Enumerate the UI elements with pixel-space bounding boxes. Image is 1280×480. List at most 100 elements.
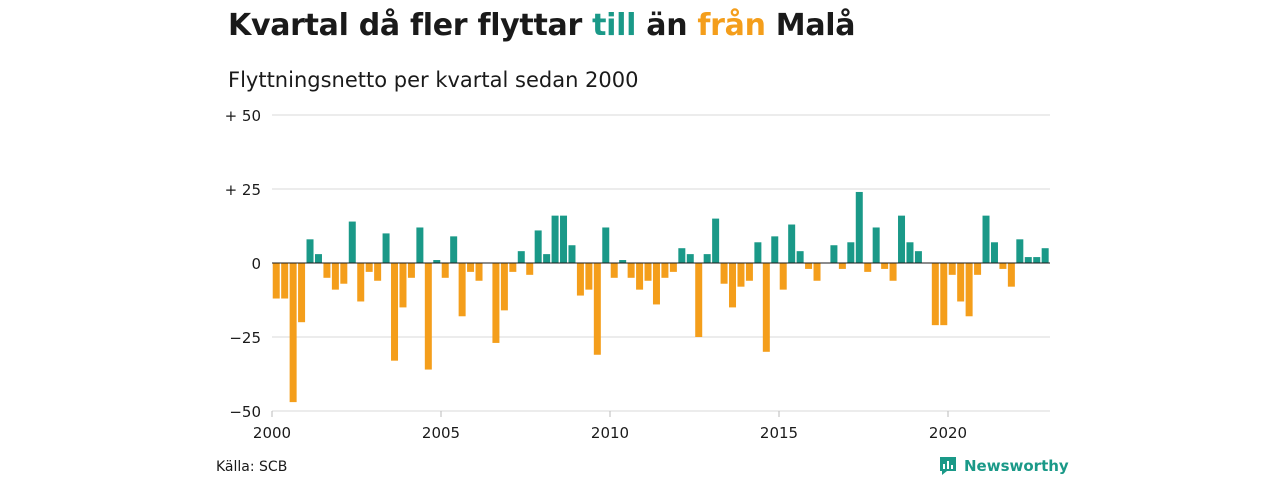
bar xyxy=(509,263,517,272)
bar xyxy=(619,260,627,263)
bar xyxy=(889,263,897,281)
bar xyxy=(737,263,745,287)
y-tick-label: −50 xyxy=(229,403,261,421)
bar xyxy=(357,263,365,302)
bar xyxy=(982,215,990,263)
bar xyxy=(965,263,973,317)
bar xyxy=(441,263,449,278)
bar xyxy=(762,263,770,352)
bar xyxy=(906,242,914,263)
bar xyxy=(602,227,610,263)
bar xyxy=(475,263,483,281)
bar xyxy=(576,263,584,296)
bar xyxy=(1033,257,1041,263)
bar xyxy=(779,263,787,290)
bar xyxy=(652,263,660,305)
bar xyxy=(374,263,382,281)
bar xyxy=(543,254,551,263)
bar xyxy=(712,218,720,263)
bar xyxy=(745,263,753,281)
bar xyxy=(1041,248,1049,263)
newsworthy-icon xyxy=(940,457,956,475)
bar xyxy=(872,227,880,263)
bar xyxy=(306,239,314,263)
bar xyxy=(289,263,297,403)
bar xyxy=(830,245,838,263)
title-part: Malå xyxy=(765,8,856,43)
bar xyxy=(399,263,407,308)
bar xyxy=(788,224,796,263)
bar xyxy=(551,215,559,263)
bar xyxy=(534,230,542,263)
bar xyxy=(881,263,889,269)
bar xyxy=(636,263,644,290)
bar xyxy=(517,251,525,263)
bar xyxy=(314,254,322,263)
bar xyxy=(669,263,677,272)
bar xyxy=(526,263,534,275)
bar xyxy=(500,263,508,311)
bar xyxy=(703,254,711,263)
bar xyxy=(627,263,635,278)
title-positive-word: till xyxy=(592,8,637,43)
bar xyxy=(382,233,390,263)
bar xyxy=(686,254,694,263)
chart-subtitle: Flyttningsnetto per kvartal sedan 2000 xyxy=(228,68,639,92)
bar xyxy=(948,263,956,275)
bar xyxy=(855,191,863,263)
y-tick-label: + 50 xyxy=(225,107,261,125)
source-note: Källa: SCB xyxy=(216,459,288,475)
brand-logo: Newsworthy xyxy=(938,456,1069,476)
bar xyxy=(458,263,466,317)
bar xyxy=(796,251,804,263)
bar xyxy=(424,263,432,370)
bar xyxy=(999,263,1007,269)
bar xyxy=(272,263,280,299)
bar xyxy=(1007,263,1015,287)
y-tick-label: + 25 xyxy=(225,181,261,199)
bar xyxy=(1024,257,1032,263)
bar xyxy=(433,260,441,263)
bar xyxy=(847,242,855,263)
chart-title: Kvartal då fler flyttar till än från Mal… xyxy=(228,8,856,43)
bar xyxy=(898,215,906,263)
bar xyxy=(610,263,618,278)
x-tick-label: 2005 xyxy=(422,424,460,442)
bar xyxy=(340,263,348,284)
bar xyxy=(593,263,601,355)
x-tick-label: 2015 xyxy=(760,424,798,442)
bar xyxy=(467,263,475,272)
bar xyxy=(695,263,703,337)
bar xyxy=(990,242,998,263)
bar xyxy=(957,263,965,302)
bar xyxy=(585,263,593,290)
bar xyxy=(644,263,652,281)
title-negative-word: från xyxy=(697,8,766,43)
y-tick-label: −25 xyxy=(229,329,261,347)
bar xyxy=(492,263,500,343)
bar xyxy=(348,221,356,263)
bar xyxy=(805,263,813,269)
x-tick-label: 2010 xyxy=(591,424,629,442)
bar xyxy=(281,263,289,299)
bar xyxy=(678,248,686,263)
bar xyxy=(407,263,415,278)
title-part: än xyxy=(636,8,698,43)
bar xyxy=(720,263,728,284)
bar xyxy=(931,263,939,326)
y-tick-label: 0 xyxy=(251,255,261,273)
title-part: Kvartal då fler flyttar xyxy=(228,8,593,43)
brand-name: Newsworthy xyxy=(964,457,1069,475)
bar xyxy=(568,245,576,263)
bar xyxy=(323,263,331,278)
x-tick-label: 2000 xyxy=(253,424,291,442)
bar xyxy=(813,263,821,281)
bar xyxy=(914,251,922,263)
bar xyxy=(974,263,982,275)
bar xyxy=(1016,239,1024,263)
bar xyxy=(416,227,424,263)
bar xyxy=(365,263,373,272)
bar xyxy=(838,263,846,269)
bar xyxy=(661,263,669,278)
